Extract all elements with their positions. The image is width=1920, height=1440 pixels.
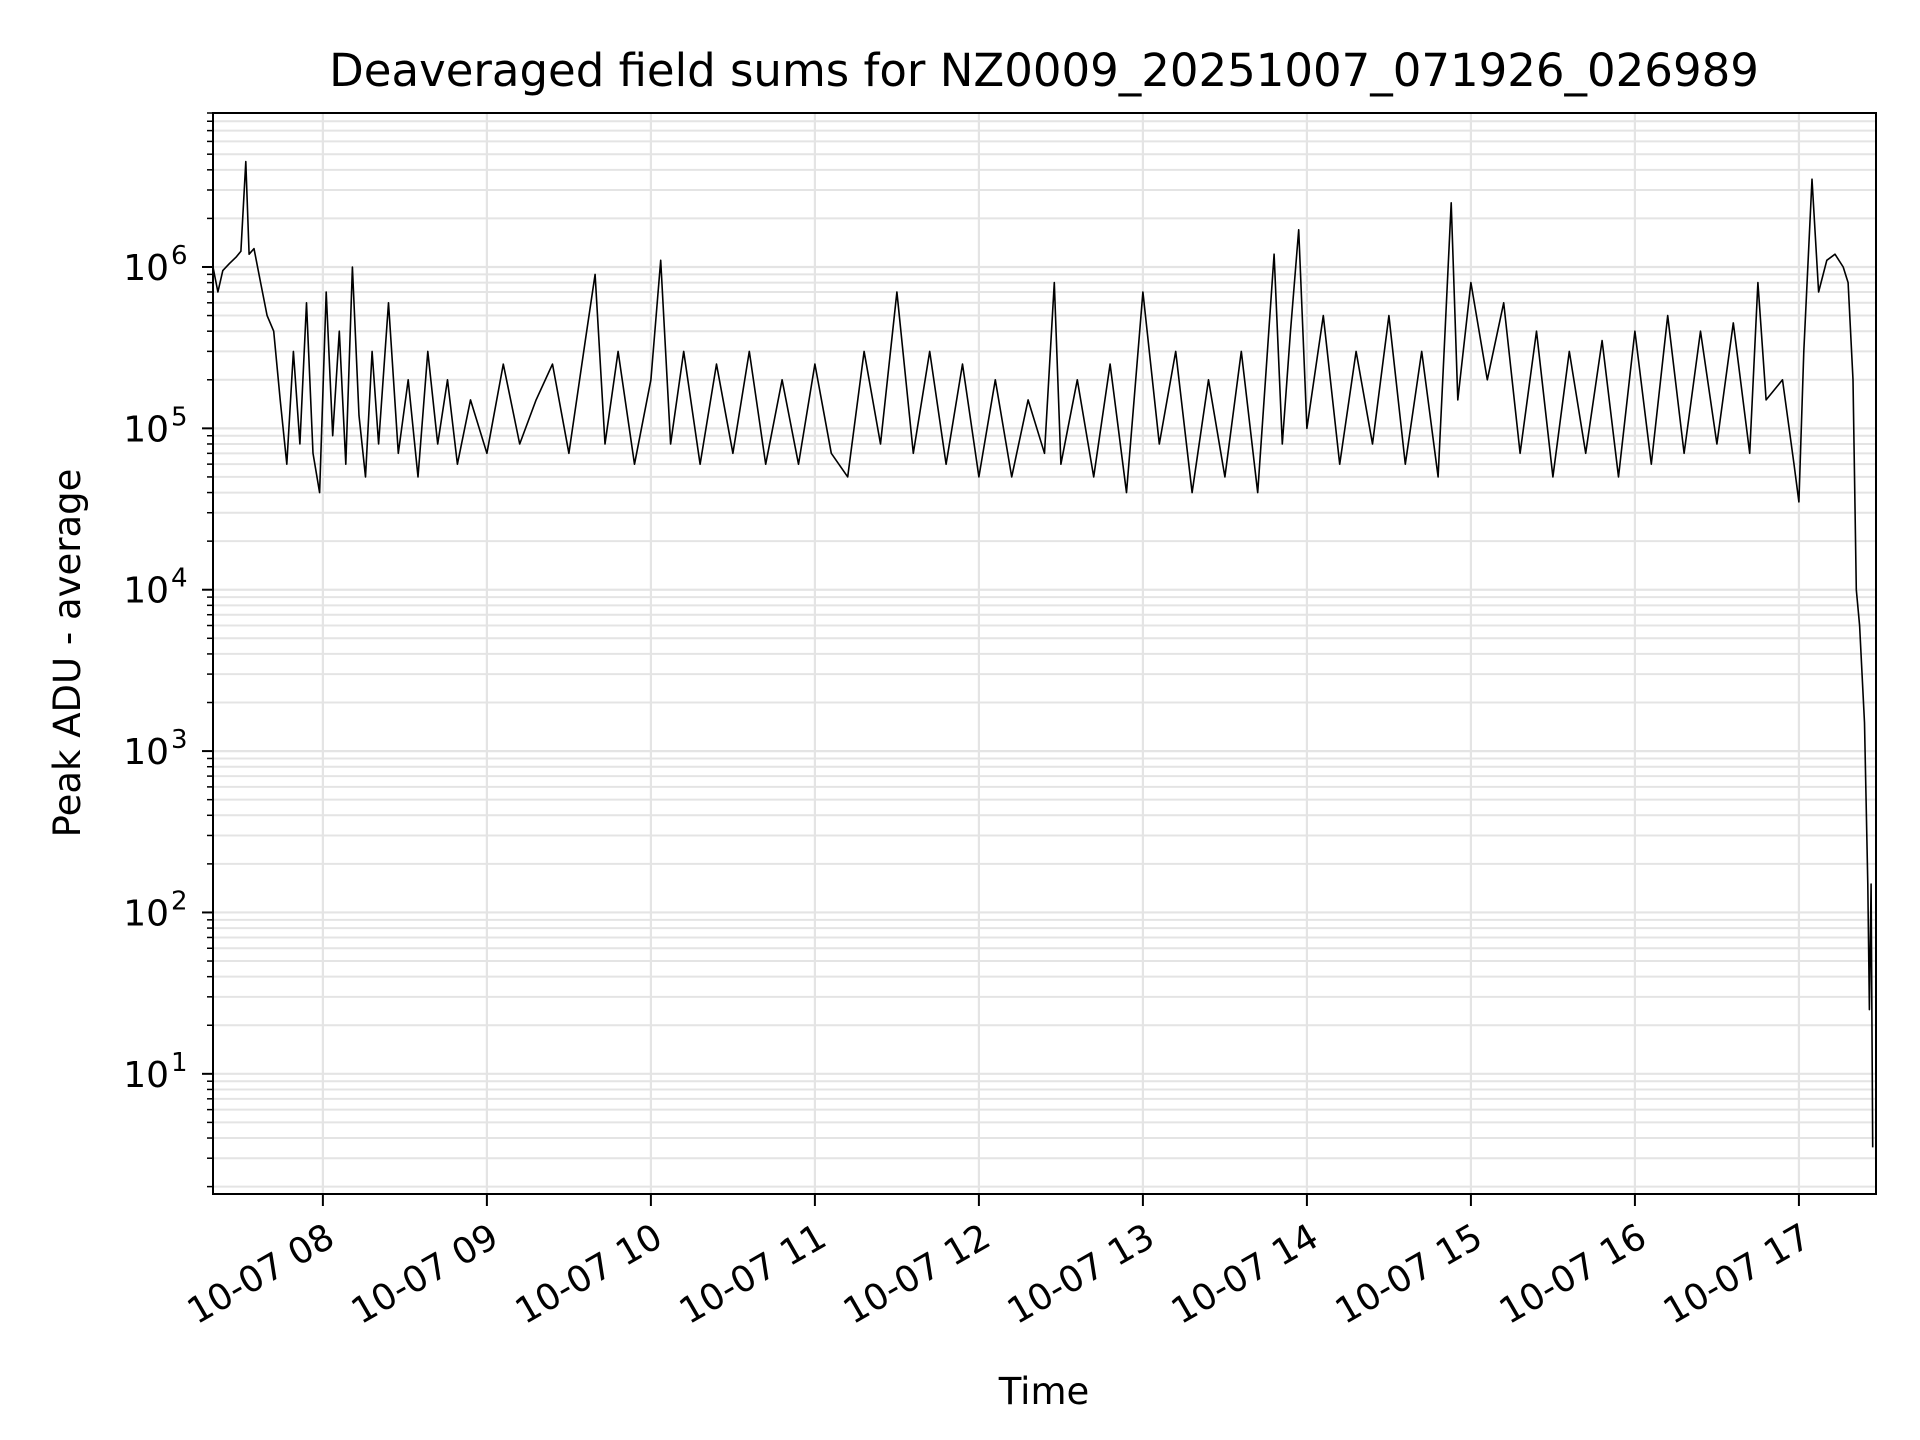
y-tick-label: 10 — [123, 893, 169, 934]
chart-title: Deaveraged field sums for NZ0009_2025100… — [329, 44, 1759, 97]
y-tick-exponent: 5 — [171, 402, 188, 432]
y-tick-label: 10 — [123, 409, 169, 450]
y-tick-label: 10 — [123, 248, 169, 289]
x-axis-label: Time — [998, 1370, 1090, 1413]
y-tick-label: 10 — [123, 732, 169, 773]
y-tick-label: 10 — [123, 1055, 169, 1096]
y-axis-label: Peak ADU - average — [46, 469, 89, 838]
y-tick-exponent: 1 — [171, 1048, 188, 1078]
y-tick-exponent: 4 — [171, 564, 188, 594]
series-line — [212, 160, 1874, 1148]
y-tick-label: 10 — [123, 571, 169, 612]
y-tick-exponent: 3 — [171, 725, 188, 755]
y-tick-exponent: 2 — [171, 886, 188, 916]
series-layer — [212, 160, 1874, 1148]
y-tick-exponent: 6 — [171, 241, 188, 271]
grid-lines — [213, 112, 1876, 1194]
